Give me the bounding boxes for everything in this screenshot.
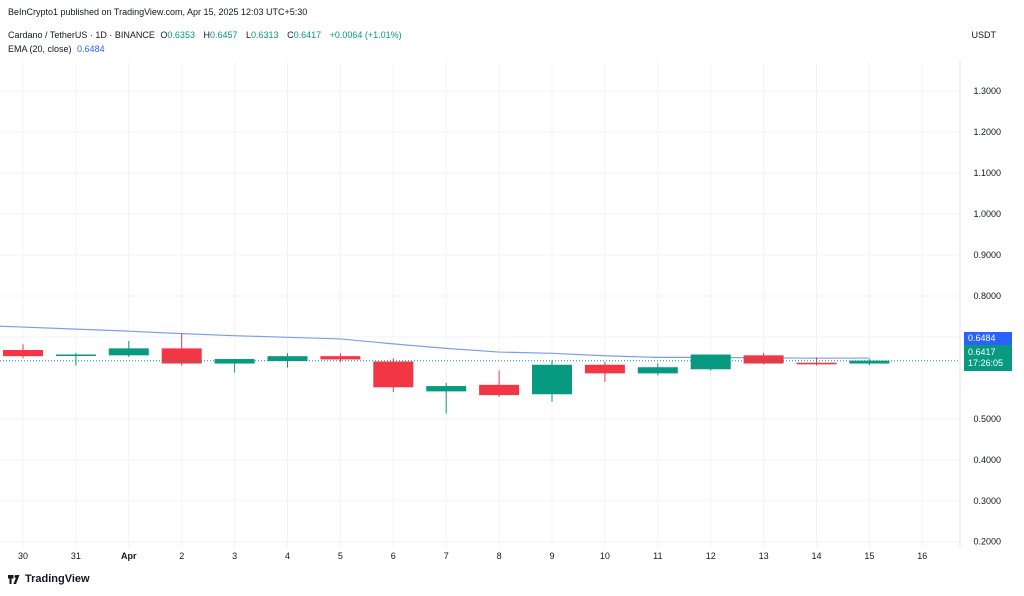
change-value: +0.0064 (+1.01%): [329, 30, 402, 40]
y-tick-label: 0.5000: [973, 414, 1001, 424]
y-tick-label: 0.8000: [973, 291, 1001, 301]
y-tick-label: 0.9000: [973, 250, 1001, 260]
x-tick-label: 5: [338, 551, 343, 561]
close-value: C0.6417: [287, 30, 322, 40]
x-tick-label: 15: [864, 551, 874, 561]
candle-body: [55, 354, 96, 357]
candle-body: [320, 356, 361, 360]
ema-label: EMA (20, close): [8, 44, 72, 54]
tradingview-footer[interactable]: TradingView: [8, 573, 90, 585]
candle: [161, 333, 202, 366]
candle-body: [3, 350, 43, 357]
x-tick-label: 14: [811, 551, 821, 561]
symbol-legend[interactable]: Cardano / TetherUS · 1D · BINANCE O0.635…: [8, 30, 405, 40]
x-tick-label: 11: [653, 551, 662, 561]
x-tick-label: 31: [71, 551, 81, 561]
high-value: H0.6457: [203, 30, 238, 40]
x-tick-label: 12: [706, 551, 716, 561]
candle-body: [479, 384, 520, 396]
candle-body: [637, 367, 678, 374]
candle-body: [584, 364, 625, 374]
x-axis: 30 31 Apr 2 3 4 5 6 7 8 9 10 11 12 13 14 15 16: [18, 551, 927, 561]
candle-body: [426, 386, 467, 392]
candle-body: [373, 361, 414, 388]
tradingview-logo-icon: [8, 574, 20, 584]
candle: [796, 357, 837, 366]
x-tick-label: 8: [497, 551, 502, 561]
candle-body: [743, 355, 784, 364]
publisher-line: BeInCrypto1 published on TradingView.com…: [8, 7, 310, 17]
x-tick-label: 7: [444, 551, 449, 561]
candle: [3, 344, 43, 359]
publisher-text: BeInCrypto1 published on TradingView.com…: [8, 7, 308, 17]
x-tick-label: 2: [179, 551, 184, 561]
ema-price-badge: 0.6484: [964, 332, 1012, 345]
y-tick-label: 1.3000: [973, 86, 1001, 96]
y-axis: 1.30001.20001.10001.00000.90000.80000.70…: [973, 86, 1001, 547]
ema-legend[interactable]: EMA (20, close) 0.6484: [8, 44, 108, 54]
candle: [690, 354, 731, 371]
candle-body: [849, 360, 890, 364]
candle-body: [690, 354, 731, 370]
candle-body: [161, 348, 202, 364]
y-tick-label: 1.2000: [973, 127, 1001, 137]
y-tick-label: 0.4000: [973, 455, 1001, 465]
candle-body: [267, 356, 308, 362]
candle: [55, 352, 96, 366]
x-tick-label: 30: [18, 551, 28, 561]
candle: [267, 353, 308, 368]
x-tick-label: Apr: [121, 551, 137, 561]
low-value: L0.6313: [246, 30, 279, 40]
candle: [108, 341, 149, 357]
candle: [320, 353, 361, 363]
candle: [637, 363, 678, 376]
symbol-name: Cardano / TetherUS · 1D · BINANCE: [8, 30, 155, 40]
candle-body: [796, 362, 837, 365]
candle: [584, 361, 625, 382]
candle: [479, 370, 520, 398]
y-tick-label: 0.3000: [973, 496, 1001, 506]
y-tick-label: 1.0000: [973, 209, 1001, 219]
ema-value: 0.6484: [77, 44, 105, 54]
grid-lines: [0, 62, 960, 548]
bar-countdown: 17:26:05: [968, 358, 1004, 368]
x-tick-label: 9: [549, 551, 554, 561]
candle: [849, 359, 890, 366]
candle: [743, 352, 784, 365]
y-tick-label: 0.2000: [973, 537, 1001, 547]
x-tick-label: 3: [232, 551, 237, 561]
x-tick-label: 4: [285, 551, 290, 561]
x-tick-label: 16: [917, 551, 927, 561]
footer-brand: TradingView: [25, 573, 90, 585]
x-tick-label: 10: [600, 551, 610, 561]
candle: [373, 358, 414, 393]
y-tick-label: 1.1000: [973, 168, 1001, 178]
x-tick-label: 6: [391, 551, 396, 561]
currency-unit[interactable]: USDT: [971, 30, 997, 40]
candle-body: [108, 348, 149, 356]
x-tick-label: 13: [759, 551, 769, 561]
open-value: O0.6353: [160, 30, 195, 40]
candle-body: [532, 364, 572, 395]
candle: [426, 382, 467, 414]
candle: [532, 360, 572, 402]
last-price-badge: 0.6417 17:26:05: [964, 345, 1012, 371]
last-price-value: 0.6417: [968, 347, 996, 357]
